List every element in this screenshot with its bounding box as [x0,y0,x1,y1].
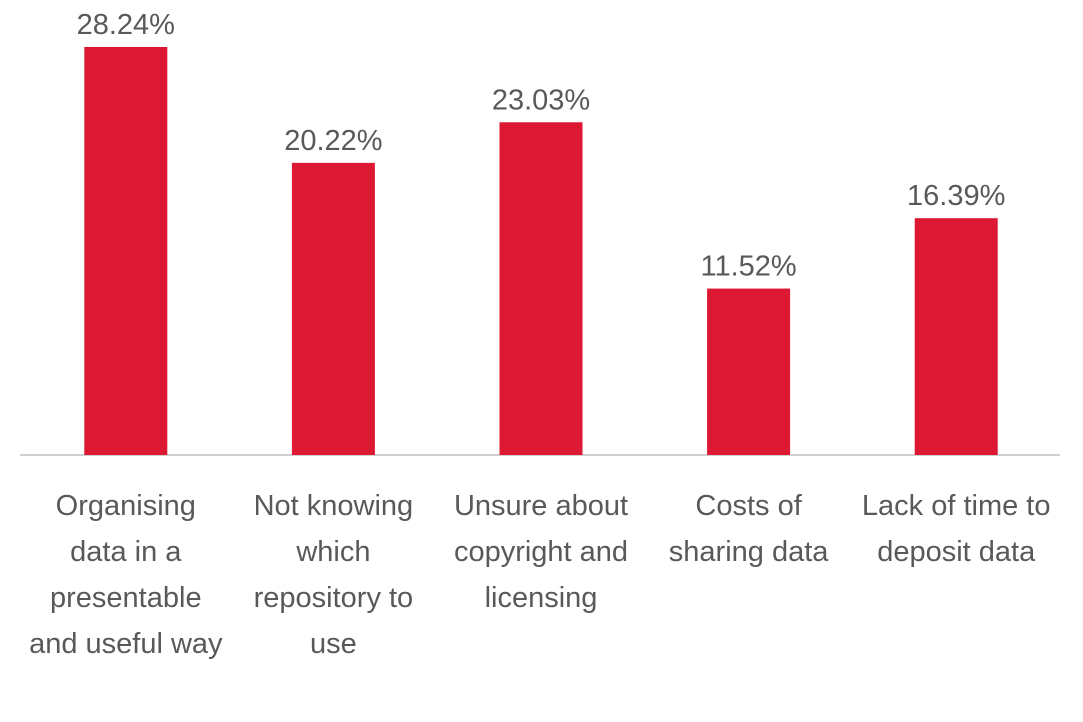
bar [291,162,375,455]
bar [707,288,791,455]
value-label: 20.22% [284,125,382,157]
x-tick-label: Not knowing which repository to use [254,490,414,660]
bar [914,218,998,455]
value-label: 28.24% [77,9,175,41]
x-tick-label: Organising data in a presentable and useful… [29,490,223,660]
x-tick-label: Lack of time to deposit data [862,490,1051,568]
bar [499,122,583,455]
x-tick-label: Unsure about copyright and licensing [454,490,628,614]
value-label: 23.03% [492,84,590,116]
value-label: 11.52% [700,251,796,283]
value-label: 16.39% [907,180,1005,212]
x-tick-label: Costs of sharing data [669,490,829,568]
bar [84,47,168,455]
